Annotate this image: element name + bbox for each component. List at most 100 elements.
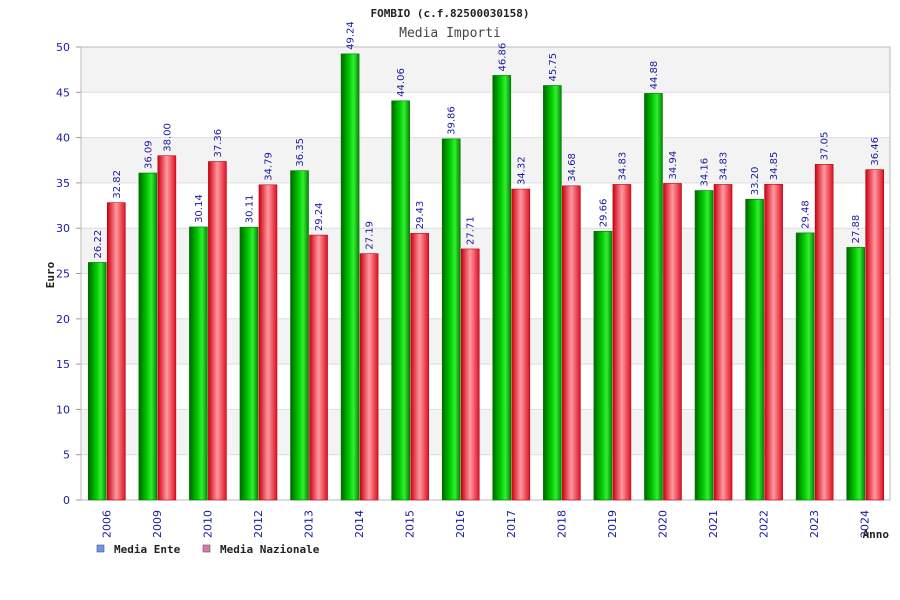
x-tick-label: 2020 [656, 510, 669, 538]
y-tick-label: 35 [56, 177, 70, 190]
data-label: 39.86 [447, 106, 458, 135]
data-label: 37.05 [820, 132, 831, 161]
bar-media-nazionale [410, 233, 429, 501]
data-label: 34.68 [567, 153, 578, 182]
x-tick-label: 2023 [808, 510, 821, 538]
data-label: 33.20 [750, 167, 761, 196]
x-tick-label: 2013 [303, 510, 316, 538]
data-label: 34.85 [769, 152, 780, 181]
x-tick-label: 2006 [100, 510, 113, 538]
data-label: 30.14 [194, 194, 205, 223]
bar-media-ente [441, 138, 461, 501]
x-tick-label: 2017 [505, 510, 518, 538]
bar-media-ente [593, 230, 613, 501]
bar-media-ente [290, 170, 309, 501]
bar-media-ente [846, 247, 866, 501]
bar-media-ente [795, 232, 815, 501]
data-label: 27.19 [365, 221, 376, 250]
y-tick-label: 15 [56, 358, 70, 371]
data-label: 44.06 [396, 68, 407, 97]
data-label: 26.22 [93, 230, 104, 259]
bar-media-nazionale [309, 234, 328, 501]
bar-media-nazionale [814, 164, 834, 501]
grid-band [81, 47, 890, 93]
data-label: 37.36 [213, 129, 224, 158]
data-label: 34.83 [617, 152, 628, 181]
bar-media-ente [694, 190, 714, 501]
x-tick-label: 2019 [606, 510, 619, 538]
y-tick-label: 20 [56, 313, 70, 326]
legend-label: Media Ente [114, 543, 181, 556]
chart-title: FOMBIO (c.f.82500030158) [371, 7, 530, 20]
data-label: 34.32 [516, 156, 527, 185]
data-label: 29.24 [314, 202, 325, 231]
data-label: 32.82 [112, 170, 123, 199]
bar-media-ente [492, 75, 512, 501]
bar-media-nazionale [663, 183, 682, 501]
bar-media-ente [745, 198, 764, 501]
bar-media-ente [239, 226, 259, 501]
bar-media-nazionale [359, 253, 379, 501]
data-label: 45.75 [548, 53, 559, 82]
data-label: 36.46 [870, 137, 881, 166]
y-tick-label: 40 [56, 132, 70, 145]
y-tick-label: 50 [56, 41, 70, 54]
legend-label: Media Nazionale [220, 543, 320, 556]
x-tick-label: 2014 [353, 510, 366, 538]
bar-media-nazionale [865, 169, 885, 501]
legend: Media Ente Media Nazionale [96, 543, 320, 556]
x-axis-label: Anno [863, 528, 890, 541]
legend-swatch [202, 544, 211, 553]
bar-media-nazionale [511, 188, 531, 501]
y-tick-label: 45 [56, 86, 70, 99]
bar-media-ente [543, 85, 562, 501]
bar-media-nazionale [612, 184, 632, 501]
legend-swatch [96, 544, 105, 553]
bar-media-nazionale [208, 161, 227, 501]
data-label: 46.86 [497, 43, 508, 72]
bar-media-nazionale [258, 184, 278, 501]
data-label: 34.94 [668, 151, 679, 180]
bar-media-ente [138, 172, 158, 501]
x-tick-label: 2012 [252, 510, 265, 538]
chart-subtitle: Media Importi [399, 26, 501, 41]
y-tick-label: 0 [63, 494, 70, 507]
data-label: 27.71 [466, 216, 477, 245]
bar-media-nazionale [460, 248, 480, 501]
y-tick-label: 30 [56, 222, 70, 235]
plot-frame [80, 46, 891, 501]
x-tick-label: 2024 [859, 510, 872, 538]
data-label: 49.24 [346, 21, 357, 50]
data-label: 34.83 [719, 152, 730, 181]
y-tick-label: 25 [56, 268, 70, 281]
data-label: 29.66 [598, 199, 609, 228]
x-tick-label: 2016 [454, 510, 467, 538]
bar-media-nazionale [562, 185, 581, 501]
data-label: 27.88 [851, 215, 862, 244]
data-label: 36.35 [295, 138, 306, 167]
bar-media-ente [87, 262, 107, 501]
y-tick-label: 10 [56, 403, 70, 416]
bar-media-ente [340, 53, 360, 501]
bar-media-nazionale [764, 183, 783, 501]
x-tick-label: 2022 [758, 510, 771, 538]
bar-media-nazionale [106, 202, 126, 501]
bar-media-ente [189, 226, 208, 501]
x-tick-label: 2015 [404, 510, 417, 538]
data-label: 34.16 [700, 158, 711, 187]
data-label: 34.79 [263, 152, 274, 181]
data-label: 29.43 [415, 201, 426, 230]
bar-media-nazionale [713, 184, 733, 501]
bar-media-nazionale [157, 155, 177, 501]
y-axis-label: Euro [44, 261, 57, 288]
data-label: 29.48 [801, 200, 812, 229]
data-label: 44.88 [649, 61, 660, 90]
grid-band [81, 92, 890, 138]
plot-area: 0 5 10 15 20 25 30 35 40 45 50 26.22 32.82 2006 36.09 3… [56, 21, 891, 538]
bar-media-ente [391, 100, 410, 501]
y-tick-label: 5 [63, 449, 70, 462]
x-tick-label: 2009 [151, 510, 164, 538]
data-label: 36.09 [143, 140, 154, 169]
x-tick-label: 2010 [201, 510, 214, 538]
